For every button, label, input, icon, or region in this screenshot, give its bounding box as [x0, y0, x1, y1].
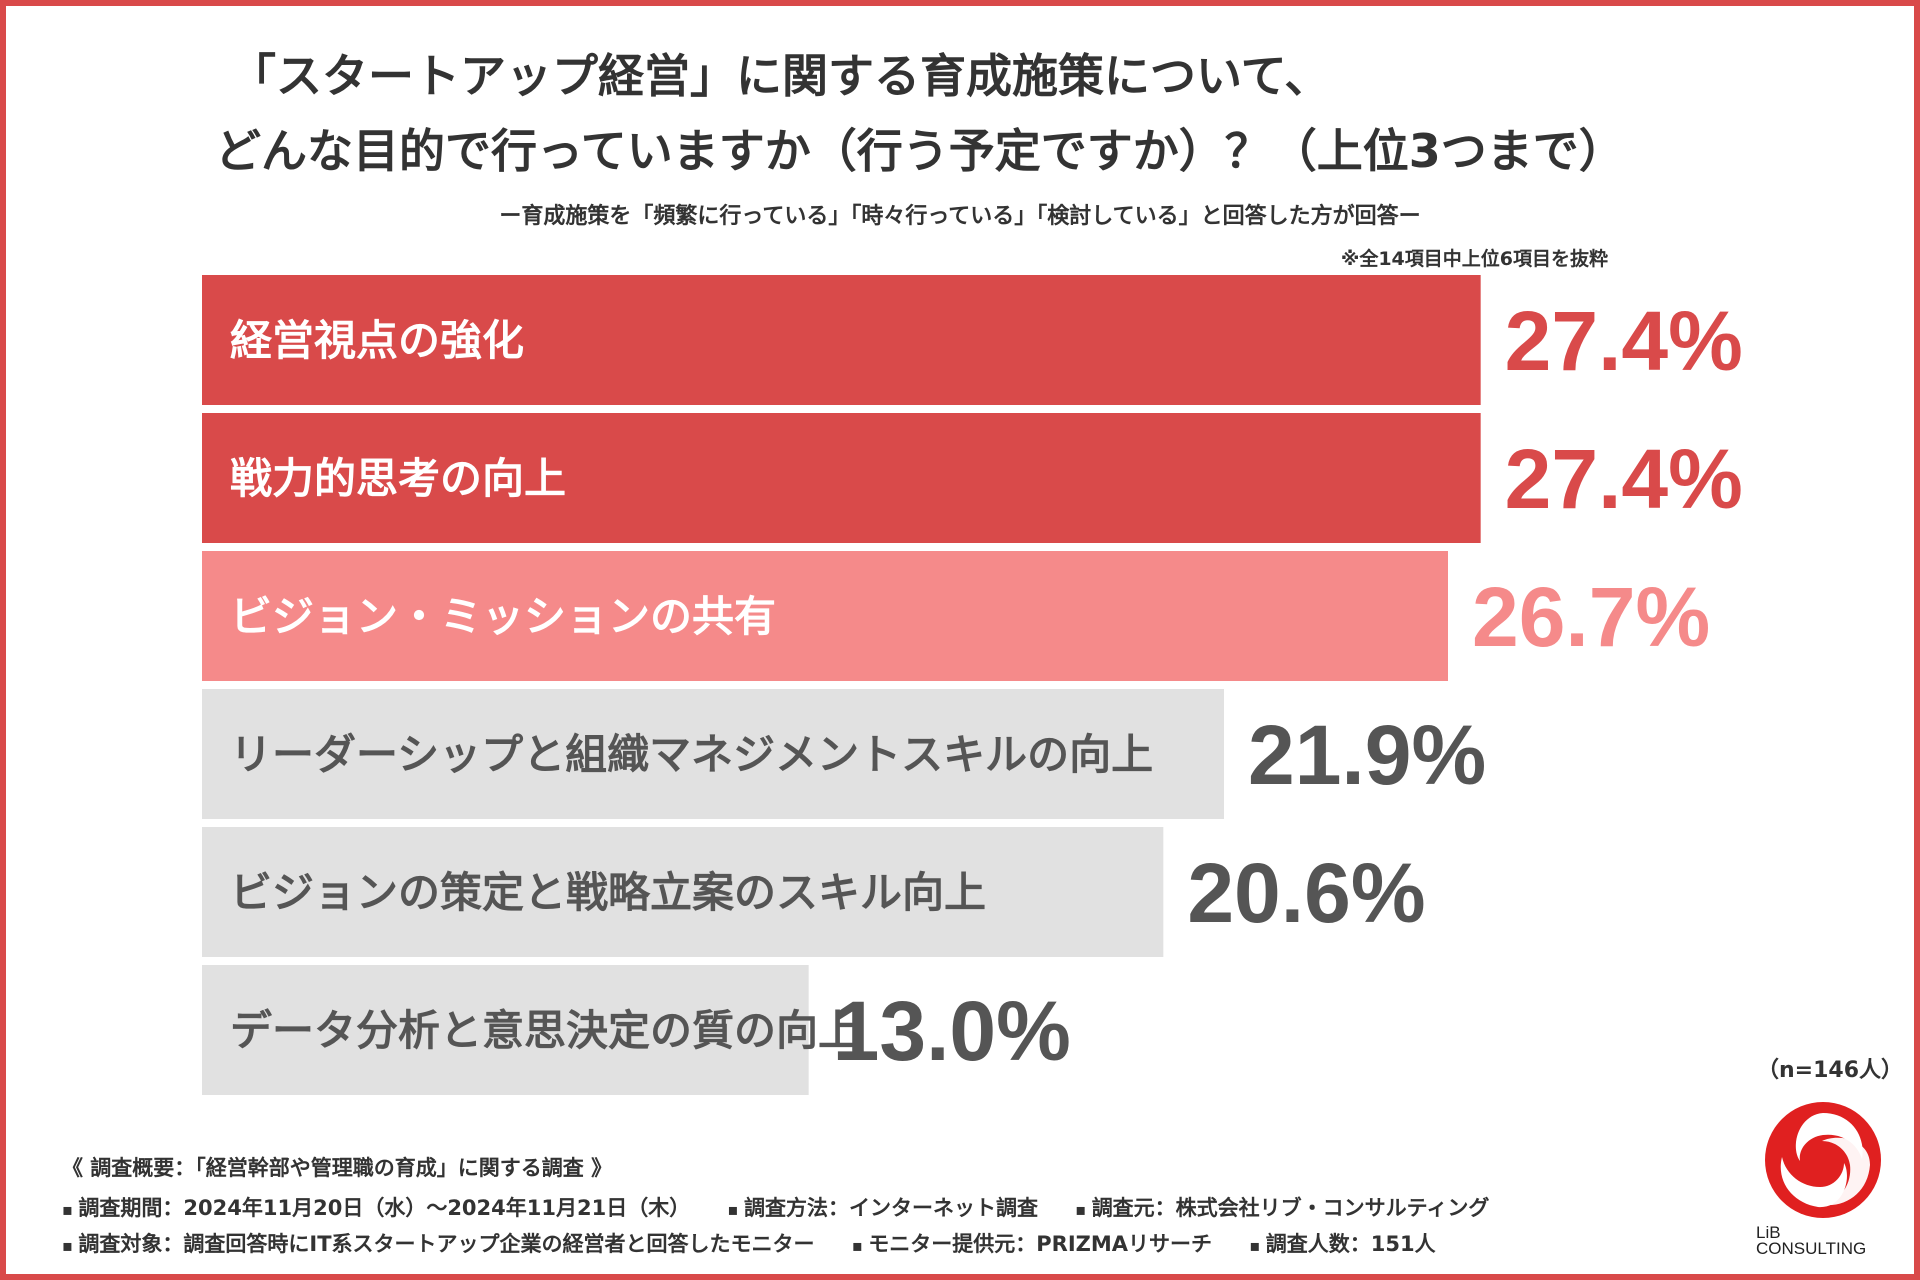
- company-logo-text: LiB CONSULTING: [1756, 1223, 1886, 1258]
- sample-size-label: （n=146人）: [1757, 1058, 1904, 1083]
- bar-1: [202, 275, 1481, 405]
- survey-details-line-2: 調査対象：調査回答時にIT系スタートアップ企業の経営者と回答したモニター モニタ…: [62, 1228, 1466, 1258]
- survey-count: 調査人数：151人: [1249, 1228, 1436, 1258]
- bar-5: [202, 827, 1164, 957]
- bar-2: [202, 413, 1481, 543]
- bar-value-5: 20.6%: [1187, 846, 1425, 940]
- bar-label-5: ビジョンの策定と戦略立案のスキル向上: [230, 868, 986, 917]
- survey-source: 調査元：株式会社リブ・コンサルティング: [1075, 1192, 1490, 1222]
- bar-label-1: 経営視点の強化: [230, 316, 524, 365]
- chart-note: ※全14項目中上位6項目を抜粋: [1340, 248, 1608, 270]
- bar-value-3: 26.7%: [1472, 570, 1710, 664]
- bar-label-4: リーダーシップと組織マネジメントスキルの向上: [230, 730, 1153, 779]
- chart-title-line-2: どんな目的で行っていますか（行う予定ですか）？（上位3つまで）: [215, 124, 1625, 178]
- bar-4: [202, 689, 1224, 819]
- bar-3: [202, 551, 1448, 681]
- swirl-logo-icon: [1765, 1102, 1881, 1218]
- bar-value-4: 21.9%: [1248, 708, 1486, 802]
- bar-label-6: データ分析と意思決定の質の向上: [230, 1006, 860, 1055]
- bar-label-2: 戦力的思考の向上: [230, 454, 566, 503]
- survey-target: 調査対象：調査回答時にIT系スタートアップ企業の経営者と回答したモニター: [62, 1228, 814, 1258]
- survey-period: 調査期間：2024年11月20日（水）〜2024年11月21日（木）: [62, 1192, 690, 1222]
- chart-title-line-1: 「スタートアップ経営」に関する育成施策について、: [230, 49, 1331, 103]
- bar-value-1: 27.4%: [1505, 294, 1743, 388]
- survey-details-line-1: 調査期間：2024年11月20日（水）〜2024年11月21日（木） 調査方法：…: [62, 1192, 1519, 1222]
- survey-provider: モニター提供元：PRIZMAリサーチ: [852, 1228, 1212, 1258]
- bar-value-6: 13.0%: [833, 984, 1071, 1078]
- chart-subtitle: ー育成施策を「頻繁に行っている」「時々行っている」「検討している」と回答した方が…: [499, 204, 1421, 229]
- logo-text-consulting: CONSULTING: [1756, 1239, 1867, 1258]
- survey-summary-heading: 《 調査概要：「経営幹部や管理職の育成」に関する調査 》: [62, 1156, 613, 1180]
- survey-method: 調査方法：インターネット調査: [728, 1192, 1038, 1222]
- bar-label-3: ビジョン・ミッションの共有: [230, 592, 776, 641]
- bar-6: [202, 965, 809, 1095]
- logo-text-lib: LiB: [1756, 1223, 1781, 1242]
- bar-value-2: 27.4%: [1505, 432, 1743, 526]
